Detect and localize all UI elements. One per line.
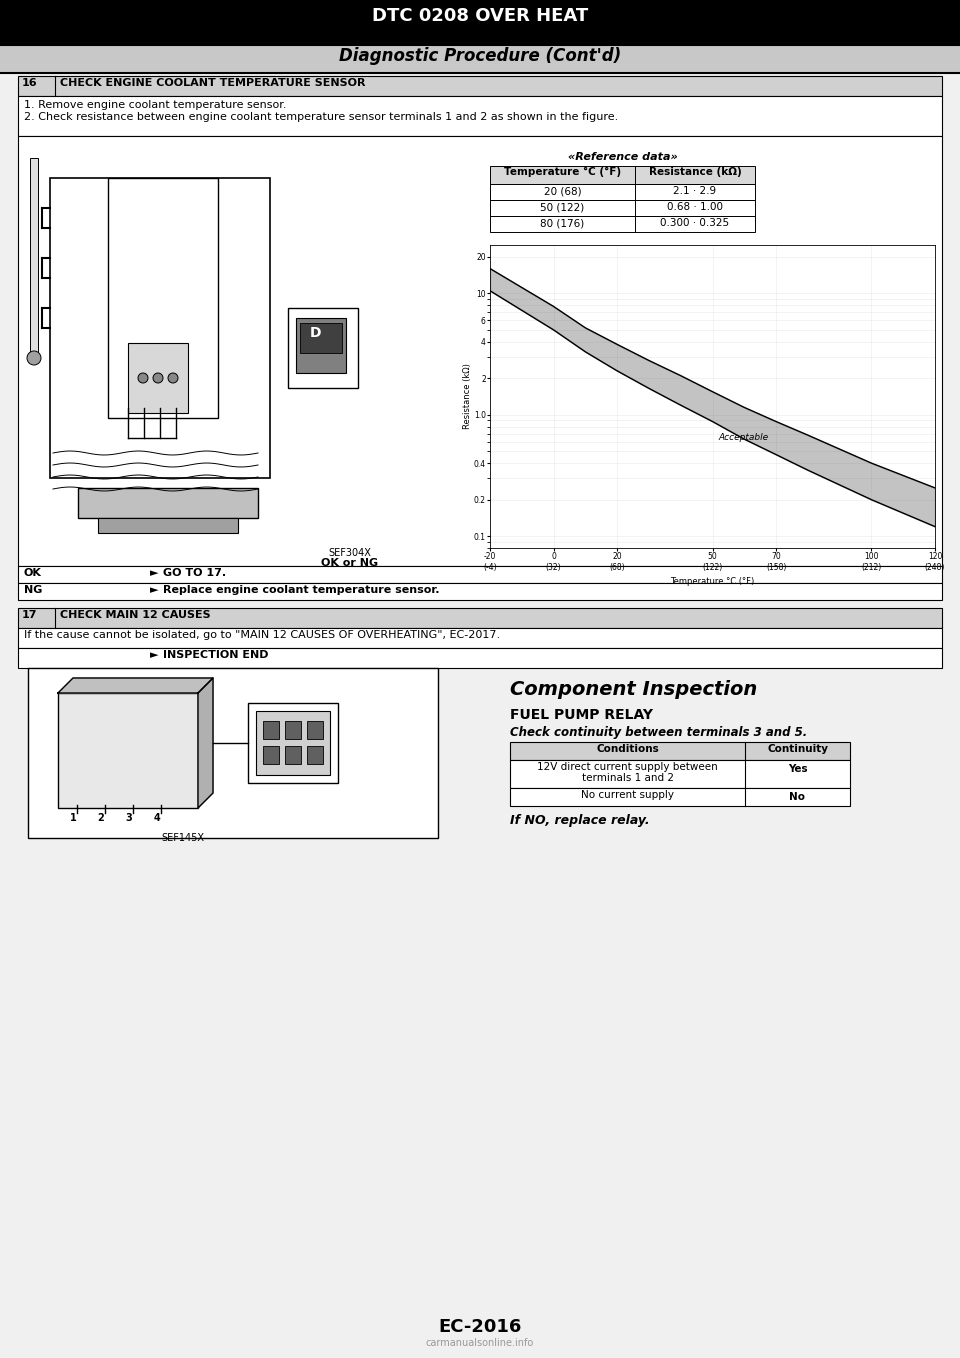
Text: CHECK ENGINE COOLANT TEMPERATURE SENSOR: CHECK ENGINE COOLANT TEMPERATURE SENSOR (60, 77, 366, 88)
Bar (285, 721, 301, 739)
Bar (18, 136, 942, 566)
Text: No: No (789, 792, 805, 803)
Polygon shape (58, 678, 213, 693)
Text: 3: 3 (126, 813, 132, 823)
Text: terminals 1 and 2: terminals 1 and 2 (582, 773, 674, 784)
Text: Acceptable: Acceptable (719, 433, 769, 441)
Text: 2.1 · 2.9: 2.1 · 2.9 (673, 186, 716, 196)
Text: If the cause cannot be isolated, go to "MAIN 12 CAUSES OF OVERHEATING", EC-2017.: If the cause cannot be isolated, go to "… (24, 630, 500, 640)
Circle shape (153, 373, 163, 383)
Text: 2. Check resistance between engine coolant temperature sensor terminals 1 and 2 : 2. Check resistance between engine coola… (24, 111, 618, 122)
Bar (490, 216, 755, 232)
Text: 12V direct current supply between: 12V direct current supply between (538, 762, 718, 771)
Text: EC-2016: EC-2016 (439, 1319, 521, 1336)
Text: 1: 1 (70, 813, 77, 823)
Bar (128, 344, 188, 413)
Bar (0, 45, 960, 73)
Bar (490, 166, 755, 183)
Bar (300, 323, 342, 353)
Text: No current supply: No current supply (581, 790, 674, 800)
Text: DTC 0208 OVER HEAT: DTC 0208 OVER HEAT (372, 7, 588, 24)
Text: Yes: Yes (788, 765, 807, 774)
Circle shape (27, 350, 41, 365)
Bar (288, 308, 358, 388)
Text: 0.68 · 1.00: 0.68 · 1.00 (667, 202, 723, 212)
Circle shape (168, 373, 178, 383)
Text: Diagnostic Procedure (Cont'd): Diagnostic Procedure (Cont'd) (339, 48, 621, 65)
Polygon shape (198, 678, 213, 808)
Bar (98, 517, 238, 532)
Bar (490, 200, 755, 216)
Text: Component Inspection: Component Inspection (510, 680, 757, 699)
Text: NG: NG (24, 585, 42, 595)
Bar (18, 627, 942, 648)
Text: Conditions: Conditions (596, 744, 659, 754)
Bar (256, 712, 330, 775)
Bar (263, 721, 279, 739)
Text: ►: ► (150, 568, 158, 579)
Bar (18, 76, 942, 96)
Bar (248, 703, 338, 784)
Text: 17: 17 (22, 610, 37, 621)
Text: carmanualsonline.info: carmanualsonline.info (426, 1338, 534, 1348)
Text: 2: 2 (98, 813, 105, 823)
Text: 0.300 · 0.325: 0.300 · 0.325 (660, 219, 730, 228)
Text: If NO, replace relay.: If NO, replace relay. (510, 813, 650, 827)
Text: 16: 16 (22, 77, 37, 88)
Bar (307, 746, 323, 765)
Bar (28, 668, 438, 838)
Bar (296, 318, 346, 373)
Bar (0, 0, 960, 45)
Bar (263, 746, 279, 765)
Bar (108, 178, 218, 418)
Bar (285, 746, 301, 765)
Text: 1. Remove engine coolant temperature sensor.: 1. Remove engine coolant temperature sen… (24, 100, 286, 110)
Bar (510, 760, 850, 788)
Bar (50, 178, 270, 478)
Text: Resistance (kΩ): Resistance (kΩ) (649, 167, 741, 177)
Y-axis label: Resistance (kΩ): Resistance (kΩ) (464, 364, 472, 429)
Bar (18, 648, 942, 668)
Text: D: D (310, 326, 322, 340)
Bar (78, 488, 258, 517)
Text: 80 (176): 80 (176) (540, 219, 585, 228)
Bar (18, 566, 942, 583)
Text: ►: ► (150, 650, 158, 660)
Text: Check continuity between terminals 3 and 5.: Check continuity between terminals 3 and… (510, 727, 807, 739)
Bar (18, 583, 942, 600)
Text: «Reference data»: «Reference data» (567, 152, 678, 162)
Bar (510, 741, 850, 760)
Circle shape (138, 373, 148, 383)
Text: FUEL PUMP RELAY: FUEL PUMP RELAY (510, 708, 653, 722)
Bar (30, 158, 38, 359)
Bar (58, 693, 198, 808)
Text: 50 (122): 50 (122) (540, 202, 585, 212)
Bar (510, 788, 850, 807)
Text: 4: 4 (154, 813, 160, 823)
Text: OK or NG: OK or NG (322, 558, 378, 568)
Text: SEF145X: SEF145X (161, 832, 204, 843)
Text: CHECK MAIN 12 CAUSES: CHECK MAIN 12 CAUSES (60, 610, 210, 621)
Text: 20 (68): 20 (68) (543, 186, 582, 196)
Bar (490, 183, 755, 200)
Text: GO TO 17.: GO TO 17. (163, 568, 227, 579)
Bar (18, 608, 942, 627)
Text: Replace engine coolant temperature sensor.: Replace engine coolant temperature senso… (163, 585, 440, 595)
Text: SEF304X: SEF304X (328, 549, 372, 558)
Text: INSPECTION END: INSPECTION END (163, 650, 269, 660)
Text: ►: ► (150, 585, 158, 595)
Text: OK: OK (24, 568, 42, 579)
Bar (18, 96, 942, 136)
Text: Temperature °C (°F): Temperature °C (°F) (504, 167, 621, 177)
X-axis label: Temperature °C (°F): Temperature °C (°F) (670, 577, 755, 587)
Bar (307, 721, 323, 739)
Text: Continuity: Continuity (767, 744, 828, 754)
